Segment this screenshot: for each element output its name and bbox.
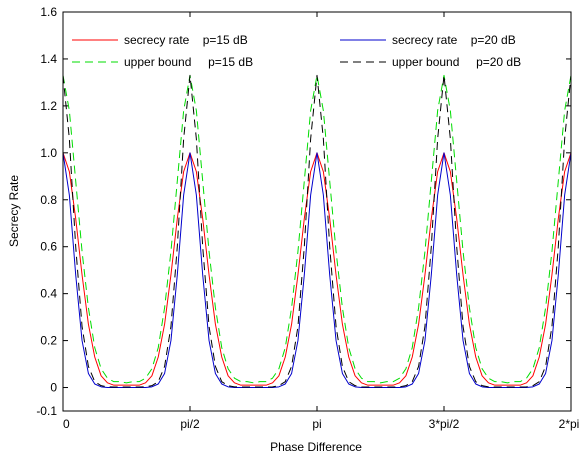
x-tick-label: 2*pi: [559, 417, 580, 431]
y-tick-label: 0.2: [40, 334, 57, 348]
y-tick-label: 1.2: [40, 99, 57, 113]
legend-label-bound-15: upper bound p=15 dB: [124, 55, 253, 69]
y-tick-label: 0.6: [40, 240, 57, 254]
series-line-1: [62, 74, 572, 384]
y-tick-label: 0: [50, 381, 57, 395]
y-tick-label: 1.6: [40, 5, 57, 19]
x-tick-label: pi/2: [180, 417, 200, 431]
plot-frame: [62, 11, 572, 412]
x-tick-label: 3*pi/2: [429, 417, 460, 431]
series-line-2: [62, 152, 572, 389]
series-line-3: [62, 74, 572, 388]
legend: secrecy rate p=15 dB upper bound p=15 dB…: [72, 33, 521, 69]
y-tick-label: 0.4: [40, 287, 57, 301]
y-tick-label: -0.1: [36, 404, 57, 418]
series-line-0: [62, 152, 572, 386]
x-tick-label: pi: [312, 417, 321, 431]
legend-label-bound-20: upper bound p=20 dB: [392, 55, 521, 69]
tick-layer: -0.1 0 0.2 0.4 0.6 0.8 1.0 1.2 1.4 1.6 0 pi/2 pi 3*pi…: [36, 5, 579, 431]
x-axis-label: Phase Difference: [270, 440, 362, 454]
y-tick-label: 1.4: [40, 52, 57, 66]
x-tick-label: 0: [63, 417, 70, 431]
y-tick-label: 0.8: [40, 193, 57, 207]
y-tick-label: 1.0: [40, 146, 57, 160]
series-layer: [62, 74, 572, 389]
legend-label-secrecy-15: secrecy rate p=15 dB: [124, 33, 248, 47]
y-axis-label: Secrecy Rate: [7, 175, 21, 247]
legend-label-secrecy-20: secrecy rate p=20 dB: [392, 33, 516, 47]
